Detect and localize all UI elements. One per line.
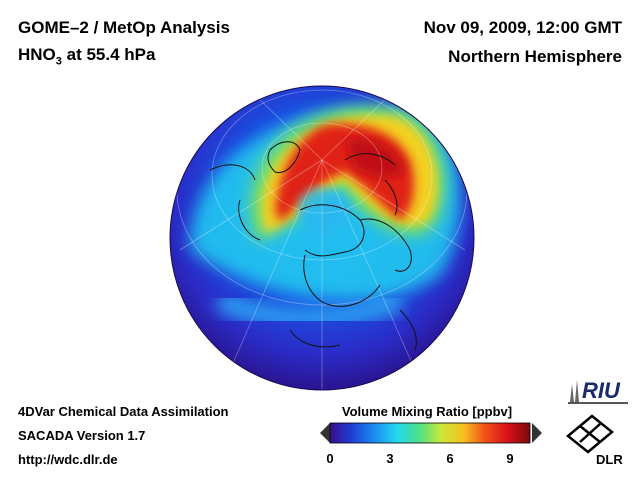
colorbar-min-arrow [320, 423, 330, 443]
colorbar-tick-label: 3 [386, 451, 394, 466]
version-label: SACADA Version 1.7 [18, 428, 146, 443]
website-link[interactable]: http://wdc.dlr.de [18, 452, 118, 467]
colorbar-title: Volume Mixing Ratio [ppbv] [341, 404, 513, 419]
colorbar [320, 422, 542, 444]
colorbar-tick-label: 0 [326, 451, 334, 466]
pressure-level: at 55.4 hPa [61, 45, 156, 64]
date-label: Nov 09, 2009, 12:00 GMT [423, 18, 622, 37]
method-label: 4DVar Chemical Data Assimilation [18, 404, 229, 419]
map-subtitle: HNO3 at 55.4 hPa [18, 45, 155, 67]
species-subscript: 3 [55, 55, 62, 68]
dlr-text: DLR [596, 452, 623, 467]
hemisphere-label: Northern Hemisphere [448, 47, 622, 66]
riu-logo: RIU [568, 378, 628, 404]
map-title: GOME–2 / MetOp Analysis [18, 18, 230, 37]
colorbar-max-arrow [532, 423, 542, 443]
dlr-logo [566, 414, 614, 454]
colorbar-tick-label: 6 [446, 451, 454, 466]
hemisphere-map [169, 85, 475, 391]
colorbar-gradient [330, 423, 530, 443]
globe-field [170, 86, 474, 390]
coastlines [209, 141, 417, 351]
colorbar-tick-label: 9 [506, 451, 514, 466]
species-name: HNO [18, 45, 56, 64]
svg-text:RIU: RIU [582, 378, 621, 403]
